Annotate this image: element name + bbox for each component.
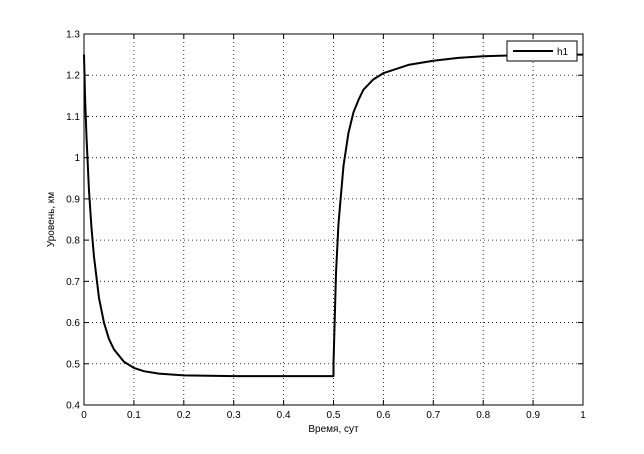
x-tick-label: 0.6	[376, 410, 390, 421]
y-tick-label: 1.1	[66, 112, 80, 123]
y-tick-label: 0.5	[66, 359, 80, 370]
y-tick-label: 1.2	[66, 71, 80, 82]
x-axis-label: Время, сут	[308, 424, 359, 435]
x-tick-label: 0.5	[327, 410, 341, 421]
y-axis-label: Уровень, км	[46, 192, 57, 247]
x-tick-label: 0.1	[127, 410, 141, 421]
x-tick-label: 0.2	[177, 410, 191, 421]
x-tick-label: 0.7	[426, 410, 440, 421]
y-tick-label: 0.6	[66, 318, 80, 329]
y-tick-label: 0.4	[66, 401, 80, 412]
x-tick-label: 0.3	[227, 410, 241, 421]
x-tick-label: 0.8	[476, 410, 490, 421]
legend: h1	[506, 40, 578, 62]
legend-label-h1: h1	[557, 47, 569, 58]
x-tick-label: 0	[81, 410, 87, 421]
axis-ticks: 0 0.1 0.2 0.3 0.4 0.5 0.6 0.7 0.8 0.9 1 0.4 0.5 0.6 0.…	[66, 30, 586, 422]
series-lines	[83, 53, 583, 378]
y-tick-label: 1.3	[66, 30, 80, 41]
x-tick-label: 0.4	[277, 410, 291, 421]
y-tick-label: 0.7	[66, 277, 80, 288]
y-tick-label: 0.9	[66, 194, 80, 205]
x-tick-label: 0.9	[526, 410, 540, 421]
y-tick-label: 0.8	[66, 236, 80, 247]
x-tick-label: 1	[580, 410, 586, 421]
series-line-h1	[83, 53, 583, 378]
y-tick-label: 1	[74, 153, 80, 164]
